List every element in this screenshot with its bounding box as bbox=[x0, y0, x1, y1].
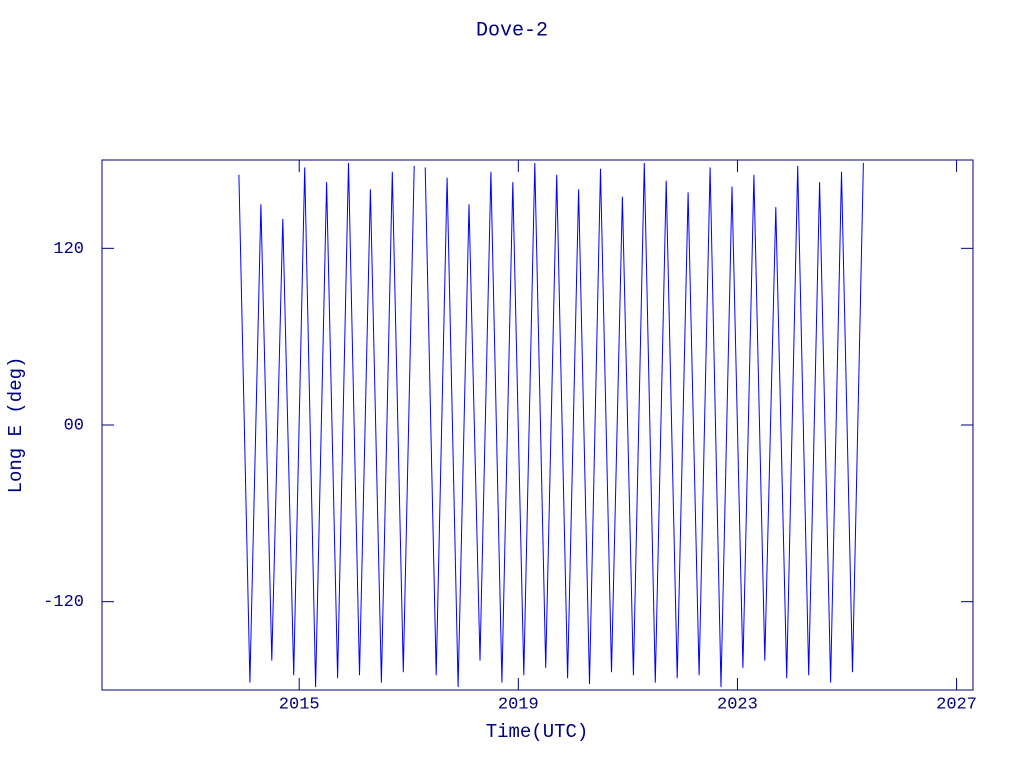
y-tick-label: -120 bbox=[43, 593, 84, 612]
x-tick-label: 2015 bbox=[279, 695, 320, 714]
data-line bbox=[238, 162, 864, 688]
x-axis-label: Time(UTC) bbox=[486, 721, 589, 743]
chart-title: Dove-2 bbox=[476, 19, 548, 42]
plot-frame bbox=[101, 159, 974, 691]
x-tick-label: 2019 bbox=[498, 695, 539, 714]
y-tick-label: 00 bbox=[64, 416, 84, 435]
y-axis-label: Long E (deg) bbox=[5, 357, 27, 494]
y-tick-label: 120 bbox=[53, 240, 84, 259]
x-tick-label: 2027 bbox=[936, 695, 977, 714]
x-tick-label: 2023 bbox=[717, 695, 758, 714]
